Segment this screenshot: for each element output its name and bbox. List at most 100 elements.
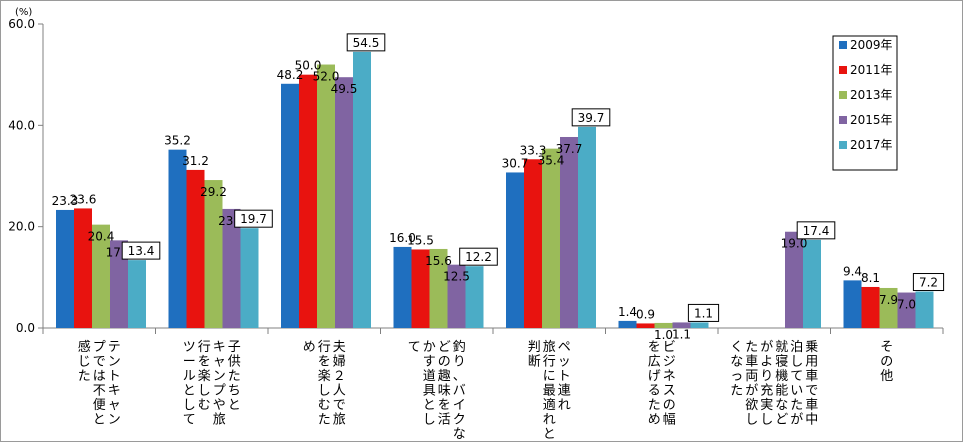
data-label: 19.0 bbox=[781, 237, 808, 251]
bar bbox=[299, 74, 317, 329]
bar bbox=[92, 224, 110, 328]
bar bbox=[128, 260, 146, 328]
category-label: 判断 bbox=[528, 340, 541, 370]
y-tick-label: 60.0 bbox=[8, 17, 35, 31]
data-label: 12.2 bbox=[465, 250, 492, 264]
category-label: ビジネスの幅 bbox=[663, 340, 676, 428]
bar bbox=[654, 322, 673, 328]
data-label-box bbox=[234, 209, 273, 228]
bar bbox=[335, 77, 353, 328]
data-label: 0.9 bbox=[636, 307, 655, 321]
bar bbox=[524, 159, 542, 328]
data-label: 15.6 bbox=[425, 254, 452, 268]
category-label: 夫婦２人で旅 bbox=[333, 340, 346, 428]
data-label: 19.7 bbox=[240, 212, 267, 226]
category-label: その他 bbox=[880, 340, 893, 384]
bar bbox=[447, 264, 466, 328]
legend-swatch bbox=[839, 116, 847, 124]
data-label: 1.1 bbox=[694, 306, 713, 320]
y-tick-label: 40.0 bbox=[8, 118, 35, 132]
data-label-box bbox=[687, 303, 720, 322]
unit-label: (%) bbox=[15, 7, 32, 18]
data-label: 17.4 bbox=[803, 224, 830, 238]
bar bbox=[317, 64, 335, 329]
data-label: 48.2 bbox=[277, 68, 304, 82]
data-label: 15.5 bbox=[407, 233, 434, 247]
data-label: 54.5 bbox=[353, 36, 380, 50]
legend: 2009年 2011年 2013年 2015年 2017年 bbox=[832, 35, 898, 171]
data-label: 35.2 bbox=[164, 134, 191, 148]
category-label: がより充実し bbox=[760, 340, 773, 428]
category-label: 子供たちと bbox=[228, 340, 241, 413]
data-label: 35.4 bbox=[538, 154, 565, 168]
bar bbox=[429, 248, 448, 328]
category-label: 行を楽しむ bbox=[198, 340, 211, 413]
bar bbox=[879, 287, 898, 328]
data-label: 29.2 bbox=[200, 185, 227, 199]
category-label: 感じた bbox=[78, 339, 91, 384]
bar bbox=[785, 231, 803, 328]
category-label: 泊していたが bbox=[790, 340, 803, 428]
data-label: 1.0 bbox=[654, 328, 673, 342]
data-label-box bbox=[796, 221, 836, 240]
bar bbox=[578, 126, 596, 328]
category-label: 就寝機能など bbox=[775, 340, 788, 428]
legend-label: 2013年 bbox=[850, 88, 893, 102]
data-label: 16.0 bbox=[389, 231, 416, 245]
data-label-box bbox=[912, 273, 945, 292]
data-label: 37.7 bbox=[556, 142, 583, 156]
data-label: 7.2 bbox=[919, 276, 938, 290]
bar bbox=[56, 209, 74, 328]
category-label: どの趣味を活 bbox=[438, 340, 451, 428]
bar bbox=[915, 291, 934, 328]
bar bbox=[542, 148, 560, 328]
data-label: 23.3 bbox=[52, 194, 79, 208]
category-label: ツールとして bbox=[183, 340, 196, 428]
data-label: 49.5 bbox=[331, 82, 358, 96]
data-label: 33.3 bbox=[520, 143, 547, 157]
legend-label: 2009年 bbox=[850, 38, 893, 52]
data-label: 12.5 bbox=[443, 270, 470, 284]
data-label: 9.4 bbox=[843, 264, 862, 278]
data-label: 20.4 bbox=[88, 230, 115, 244]
bar bbox=[897, 292, 916, 328]
bar bbox=[186, 169, 205, 328]
data-label: 7.9 bbox=[879, 293, 898, 307]
data-label: 1.4 bbox=[618, 305, 637, 319]
category-label: 乗用車で車中 bbox=[805, 340, 818, 428]
bar bbox=[168, 149, 187, 328]
category-label: 旅行に最適れと bbox=[543, 340, 556, 441]
category-label: くなった bbox=[730, 340, 743, 399]
legend-swatch bbox=[839, 141, 847, 149]
legend-swatch bbox=[839, 66, 847, 74]
legend-label: 2011年 bbox=[850, 63, 893, 77]
bar bbox=[393, 246, 412, 328]
bars bbox=[56, 51, 934, 329]
bar bbox=[281, 83, 299, 328]
data-label: 8.1 bbox=[861, 271, 880, 285]
data-label: 7.0 bbox=[897, 298, 916, 312]
bar bbox=[803, 239, 821, 328]
data-label: 30.7 bbox=[502, 156, 529, 170]
bar bbox=[411, 249, 430, 328]
category-label: ペット連れ bbox=[558, 340, 571, 413]
bar bbox=[843, 280, 862, 328]
category-label: 行を楽しむた bbox=[318, 340, 331, 428]
data-label: 52.0 bbox=[313, 70, 340, 84]
bar bbox=[636, 323, 655, 328]
data-labels: 23.3 35.2 48.2 16.0 30.7 1.4 9.4 23.6 31.2 50.0 15… bbox=[52, 33, 945, 342]
category-label: を広げるため bbox=[648, 340, 661, 428]
bar bbox=[690, 322, 709, 328]
data-label: 31.2 bbox=[182, 154, 209, 168]
category-label: て bbox=[408, 340, 421, 355]
bar bbox=[110, 240, 128, 328]
bar bbox=[672, 322, 691, 328]
category-label: テントキャン bbox=[108, 340, 121, 428]
data-label-box bbox=[459, 247, 498, 266]
legend-label: 2017年 bbox=[850, 138, 893, 152]
legend-swatch bbox=[839, 41, 847, 49]
bar bbox=[204, 180, 223, 328]
bar bbox=[240, 228, 259, 328]
